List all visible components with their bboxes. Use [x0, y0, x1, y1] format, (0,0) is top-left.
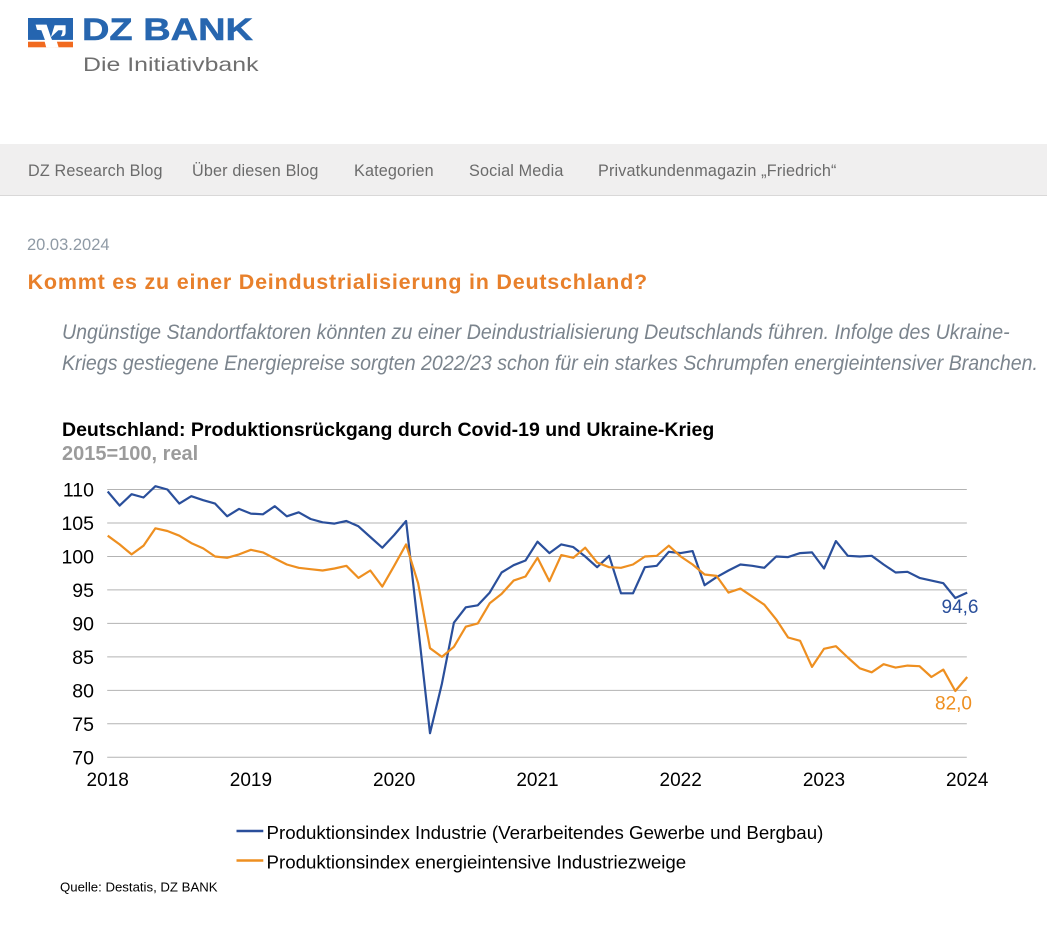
svg-text:Produktionsindex energieintens: Produktionsindex energieintensive Indust…: [267, 851, 687, 872]
svg-text:100: 100: [61, 547, 94, 569]
svg-text:110: 110: [63, 480, 94, 502]
svg-text:Quelle: Destatis, DZ BANK: Quelle: Destatis, DZ BANK: [60, 880, 218, 895]
svg-text:75: 75: [72, 714, 94, 736]
svg-text:85: 85: [72, 647, 94, 669]
svg-text:2020: 2020: [373, 770, 415, 791]
svg-text:70: 70: [72, 747, 94, 769]
svg-text:Produktionsindex Industrie (Ve: Produktionsindex Industrie (Verarbeitend…: [267, 822, 824, 843]
svg-text:82,0: 82,0: [935, 694, 972, 715]
svg-text:2022: 2022: [660, 770, 702, 791]
svg-text:2024: 2024: [946, 770, 989, 791]
svg-text:95: 95: [72, 580, 94, 602]
svg-text:90: 90: [72, 613, 94, 635]
svg-text:2021: 2021: [516, 770, 558, 791]
svg-text:2018: 2018: [87, 770, 129, 791]
svg-text:2023: 2023: [803, 770, 845, 791]
svg-text:94,6: 94,6: [942, 597, 979, 618]
svg-text:80: 80: [72, 680, 94, 702]
svg-text:2019: 2019: [230, 770, 272, 791]
svg-text:105: 105: [61, 513, 94, 535]
